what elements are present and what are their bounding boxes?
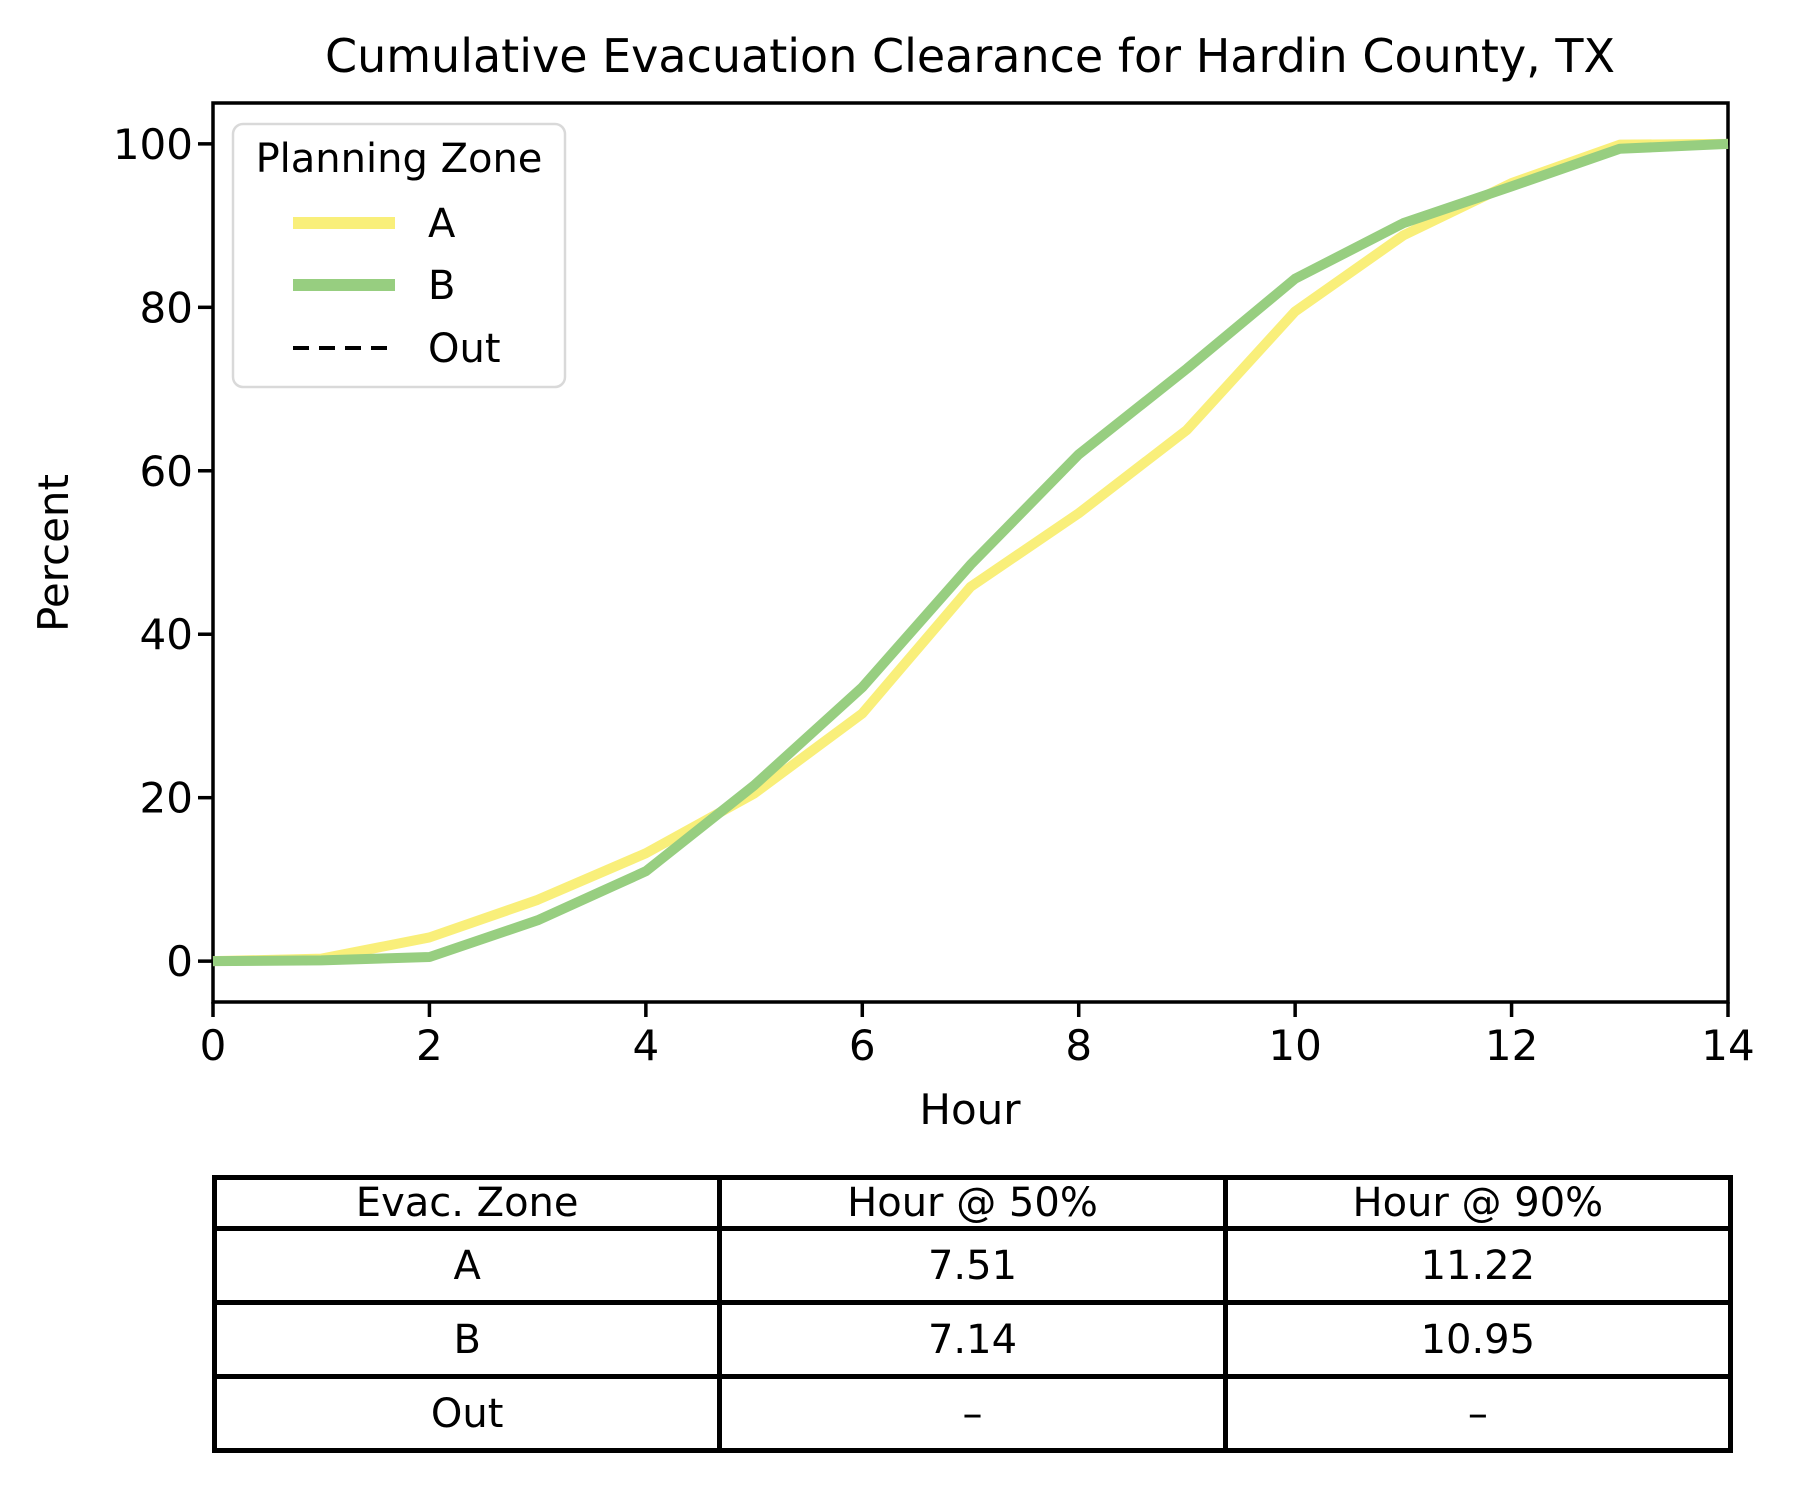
y-tick-label: 0: [166, 937, 193, 986]
table-row: Out – –: [211, 1374, 1734, 1453]
legend-label-a: A: [428, 201, 456, 247]
x-tick-label: 12: [1485, 1021, 1538, 1070]
x-tick-label: 6: [849, 1021, 876, 1070]
plot-border: [211, 101, 1730, 1004]
table-header-row: Evac. Zone Hour @ 50% Hour @ 90%: [211, 1175, 1734, 1231]
table-cell: 7.51: [717, 1226, 1228, 1305]
table-header-cell: Evac. Zone: [211, 1175, 723, 1231]
x-axis-label: Hour: [919, 1085, 1021, 1134]
chart-title: Cumulative Evacuation Clearance for Hard…: [325, 29, 1615, 83]
legend-label-b: B: [428, 263, 455, 309]
x-tick-label: 8: [1065, 1021, 1092, 1070]
table-row: B 7.14 10.95: [211, 1300, 1734, 1379]
table-cell: 10.95: [1222, 1300, 1734, 1379]
y-tick-label: 80: [140, 283, 193, 332]
y-tick-label: 100: [113, 120, 193, 169]
table-header: Evac. Zone Hour @ 50% Hour @ 90%: [211, 1175, 1734, 1231]
table-cell: Out: [211, 1374, 723, 1453]
table-cell: 11.22: [1222, 1226, 1734, 1305]
y-axis-ticks: 0 20 40 60 80 100: [113, 120, 213, 986]
series-line-b: [212, 138, 1729, 967]
y-tick-label: 20: [140, 774, 193, 823]
legend-label-out: Out: [428, 326, 501, 372]
table-cell: –: [1222, 1374, 1734, 1453]
table-row: A 7.51 11.22: [211, 1226, 1734, 1305]
x-tick-label: 2: [416, 1021, 443, 1070]
y-tick-label: 60: [140, 447, 193, 496]
table-cell: B: [211, 1300, 723, 1379]
table-body: A 7.51 11.22 B 7.14 10.95 Out – –: [211, 1226, 1734, 1453]
table-header-cell: Hour @ 90%: [1222, 1175, 1734, 1231]
legend: Planning Zone A B Out: [231, 122, 567, 389]
x-axis-ticks: 0 2 4 6 8 10 12 14: [200, 1002, 1755, 1070]
x-tick-label: 0: [200, 1021, 227, 1070]
series-lines: [212, 138, 1729, 967]
y-tick-label: 40: [140, 610, 193, 659]
x-tick-label: 10: [1268, 1021, 1321, 1070]
legend-title: Planning Zone: [256, 136, 543, 182]
table-cell: A: [211, 1226, 723, 1305]
table-cell: –: [717, 1374, 1228, 1453]
clearance-summary-table: Evac. Zone Hour @ 50% Hour @ 90% A 7.51 11.2…: [211, 1175, 1734, 1453]
y-axis-label: Percent: [29, 474, 78, 632]
table-header-cell: Hour @ 50%: [717, 1175, 1228, 1231]
legend-box: [231, 122, 567, 389]
table-cell: 7.14: [717, 1300, 1228, 1379]
x-tick-label: 4: [632, 1021, 659, 1070]
x-tick-label: 14: [1701, 1021, 1754, 1070]
